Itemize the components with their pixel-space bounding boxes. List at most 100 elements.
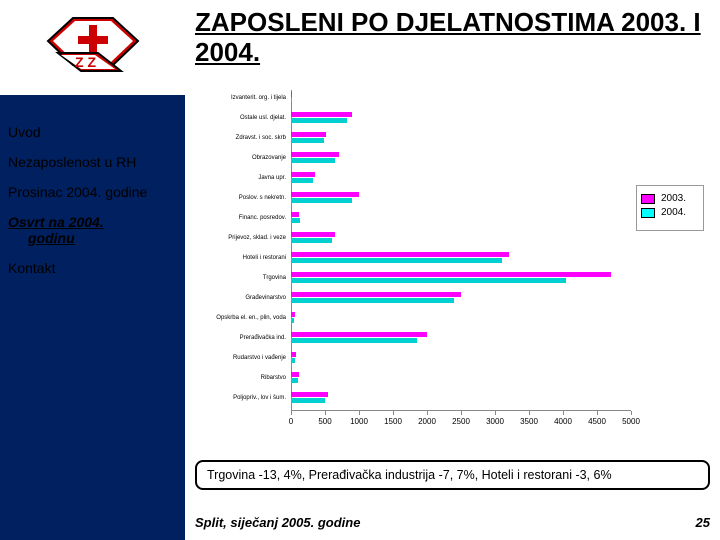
bar-2003 [291,392,328,397]
bar-2004 [291,178,313,183]
page-number: 25 [696,515,710,530]
bar-2004 [291,118,347,123]
bar-2004 [291,358,295,363]
nav-item-uvod[interactable]: Uvod [8,124,178,140]
caption-text: Trgovina -13, 4%, Prerađivačka industrij… [207,468,612,482]
legend-label-2003: 2003. [661,193,686,204]
bar-2003 [291,212,299,217]
bar-2004 [291,218,300,223]
category-label: Financ. posredov. [191,210,286,226]
bar-2004 [291,238,332,243]
bar-2003 [291,292,461,297]
bar-2003 [291,152,339,157]
logo-area: Z Z [0,0,185,95]
legend-swatch-2004 [641,208,655,218]
nav-item-osvrt[interactable]: Osvrt na 2004. godinu [8,214,178,246]
nav-item-kontakt[interactable]: Kontakt [8,260,178,276]
bar-2003 [291,112,352,117]
chart-row: Ostale usl. djelat. [291,110,631,126]
chart-row: Poslov. s nekretn. [291,190,631,206]
bar-2003 [291,92,292,97]
x-tick [563,411,564,415]
bar-2004 [291,298,454,303]
x-tick [325,411,326,415]
bar-2003 [291,132,326,137]
chart-row: Građevinarstvo [291,290,631,306]
x-tick-label: 500 [318,417,331,426]
page-root: Z Z Uvod Nezaposlenost u RH Prosinac 200… [0,0,720,540]
category-label: Zdravst. i soc. skrb [191,130,286,146]
hzz-logo: Z Z [43,13,143,83]
bar-2004 [291,278,566,283]
logo-icon: Z Z [43,13,143,83]
category-label: Ribarstvo [191,370,286,386]
bar-2004 [291,378,298,383]
category-label: Obrazovanje [191,150,286,166]
category-label: Javna upr. [191,170,286,186]
category-label: Hoteli i restorani [191,250,286,266]
chart-plot-area: Izvanterit. org. i tijelaOstale usl. dje… [291,90,631,410]
x-tick [427,411,428,415]
bar-2004 [291,198,352,203]
employment-chart: Izvanterit. org. i tijela Ostale usl. dje… [191,90,711,445]
nav-label: Uvod [8,124,41,140]
page-title: ZAPOSLENI PO DJELATNOSTIMA 2003. I 2004. [195,8,710,68]
category-label: Poljopriv., lov i šum. [191,390,286,406]
x-tick-label: 2500 [452,417,470,426]
category-label: Ostale usl. djelat. [191,110,286,126]
bar-2004 [291,138,324,143]
bar-2003 [291,192,359,197]
nav: Uvod Nezaposlenost u RH Prosinac 2004. g… [8,110,178,290]
category-label: Trgovina [191,270,286,286]
x-tick [631,411,632,415]
svg-text:Z Z: Z Z [75,54,96,70]
chart-row: Prijevoz, sklad. i veze [291,230,631,246]
caption-box: Trgovina -13, 4%, Prerađivačka industrij… [195,460,710,490]
bar-2003 [291,272,611,277]
sidebar: Z Z Uvod Nezaposlenost u RH Prosinac 200… [0,0,185,540]
bar-2003 [291,312,295,317]
category-label: Izvanterit. org. i tijela [191,90,286,106]
bar-2004 [291,98,292,103]
nav-label: Kontakt [8,260,55,276]
x-tick-label: 0 [289,417,293,426]
chart-row: Rudarstvo i vađenje [291,350,631,366]
x-tick-label: 5000 [622,417,640,426]
category-label: Prerađivačka ind. [191,330,286,346]
main-content: ZAPOSLENI PO DJELATNOSTIMA 2003. I 2004.… [185,0,720,540]
chart-row: Ribarstvo [291,370,631,386]
nav-label: Nezaposlenost u RH [8,154,136,170]
legend-label-2004: 2004. [661,207,686,218]
bar-2004 [291,158,335,163]
chart-row: Hoteli i restorani [291,250,631,266]
x-tick [597,411,598,415]
legend-row-2003: 2003. [641,193,699,204]
x-tick-label: 4000 [554,417,572,426]
bar-2003 [291,232,335,237]
nav-item-nezaposlenost[interactable]: Nezaposlenost u RH [8,154,178,170]
legend-row-2004: 2004. [641,207,699,218]
chart-legend: 2003. 2004. [636,185,704,231]
nav-label-line2: godinu [8,230,178,246]
x-tick-label: 3500 [520,417,538,426]
category-label: Poslov. s nekretn. [191,190,286,206]
bar-2003 [291,252,509,257]
x-tick [461,411,462,415]
bar-2004 [291,318,294,323]
chart-row: Javna upr. [291,170,631,186]
category-label: Rudarstvo i vađenje [191,350,286,366]
x-tick [495,411,496,415]
legend-swatch-2003 [641,194,655,204]
bar-2003 [291,372,299,377]
x-tick [529,411,530,415]
nav-item-prosinac[interactable]: Prosinac 2004. godine [8,184,178,200]
chart-row: Zdravst. i soc. skrb [291,130,631,146]
x-tick [393,411,394,415]
x-axis: 0500100015002000250030003500400045005000 [291,410,631,440]
category-label: Prijevoz, sklad. i veze [191,230,286,246]
chart-row: Poljopriv., lov i šum. [291,390,631,406]
chart-row: Financ. posredov. [291,210,631,226]
x-tick-label: 3000 [486,417,504,426]
category-label: Opskrba el. en., plin, voda [191,310,286,326]
chart-row: Opskrba el. en., plin, voda [291,310,631,326]
